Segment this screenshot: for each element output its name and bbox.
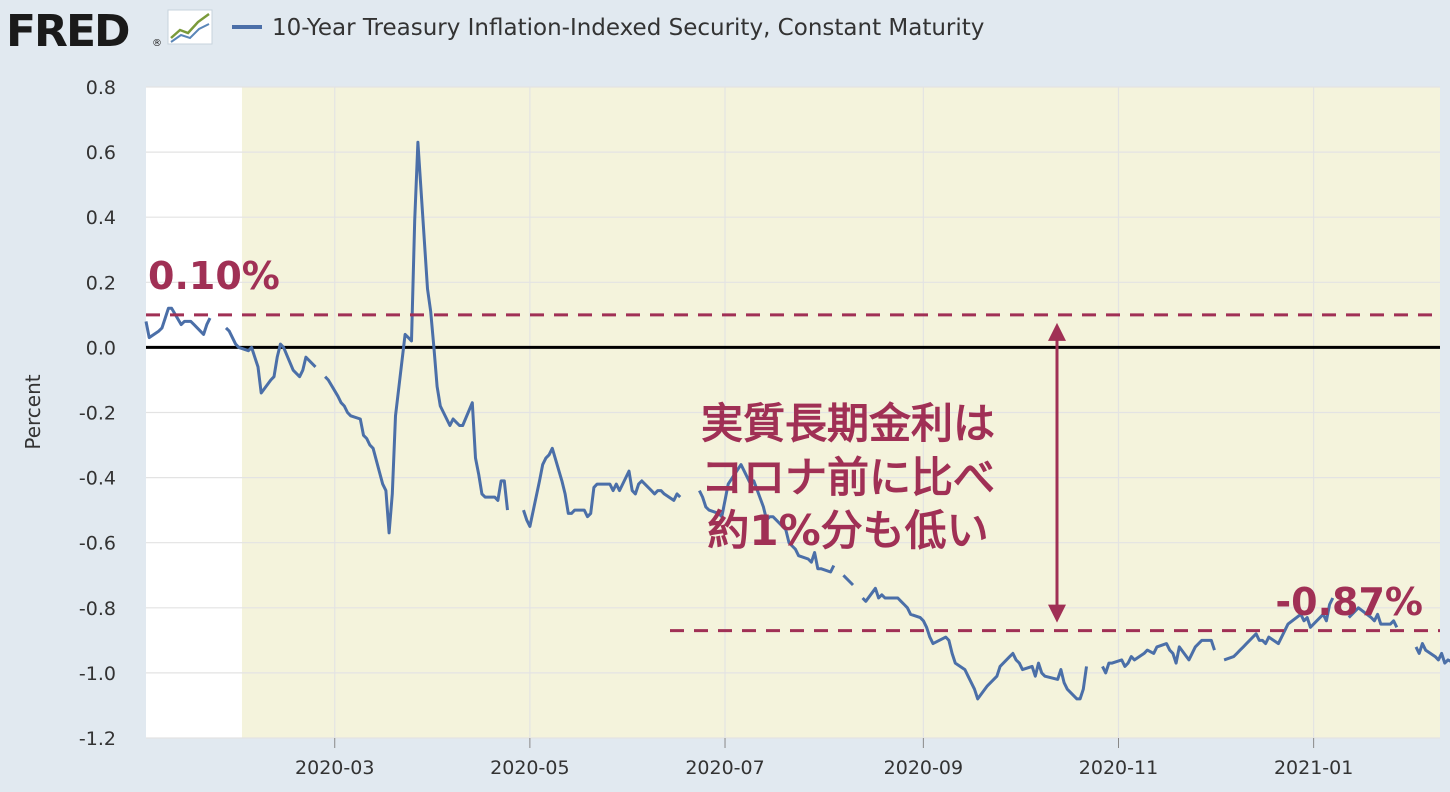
series-segment: [842, 574, 855, 587]
series-segment: [1223, 597, 1335, 662]
logo-text: FRED: [6, 6, 129, 57]
gridlines: [146, 86, 1440, 739]
lower-value-label: -0.87%: [1275, 580, 1423, 624]
y-tick-label: 0.4: [86, 207, 116, 229]
y-axis: 0.8 0.6 0.4 0.2 0.0 -0.2 -0.4 -0.6 -0.8 -1.0 -1.2: [79, 77, 116, 750]
annotation-lines: [146, 313, 1440, 633]
callout-line-1: 実質長期金利は: [701, 399, 995, 448]
x-tick-label: 2020-11: [1079, 757, 1158, 779]
line-chart-icon: [167, 9, 213, 45]
series-segment: [324, 140, 509, 535]
series-segment: [861, 586, 1088, 701]
series-segment: [698, 463, 836, 574]
y-tick-label: -0.8: [79, 598, 116, 620]
callout-line-3: 約1%分も低い: [707, 506, 988, 555]
series-segment: [144, 306, 212, 340]
y-tick-label: 0.6: [86, 142, 116, 164]
y-tick-label: 0.8: [86, 77, 116, 99]
legend[interactable]: 10-Year Treasury Inflation-Indexed Secur…: [232, 15, 984, 41]
y-tick-label: 0.2: [86, 272, 116, 294]
y-tick-label: -1.2: [79, 728, 116, 750]
x-tick-label: 2020-05: [490, 757, 569, 779]
y-tick-label: -0.6: [79, 533, 116, 555]
series-segment: [522, 446, 682, 528]
callout-text: 実質長期金利は コロナ前に比べ 約1%分も低い: [701, 399, 995, 555]
x-axis: 2020-03 2020-05 2020-07 2020-09 2020-11 2021-…: [295, 738, 1353, 779]
series-segment: [1101, 638, 1216, 675]
x-tick-label: 2021-01: [1274, 757, 1353, 779]
callout-line-2: コロナ前に比べ: [701, 453, 995, 502]
logo-registered-mark: ®: [152, 38, 162, 49]
plot-area: [144, 86, 1450, 739]
series-segment: [1414, 642, 1450, 665]
y-tick-label: -1.0: [79, 663, 116, 685]
arrow-head-down: [1048, 604, 1066, 623]
legend-label: 10-Year Treasury Inflation-Indexed Secur…: [272, 15, 984, 41]
x-tick-label: 2020-03: [295, 757, 374, 779]
series-segment: [1347, 606, 1399, 628]
x-tick-label: 2020-09: [884, 757, 963, 779]
difference-arrow: [1048, 322, 1066, 623]
y-axis-label: Percent: [21, 374, 45, 449]
y-tick-label: 0.0: [86, 337, 116, 359]
y-tick-label: -0.4: [79, 468, 116, 490]
upper-value-label: 0.10%: [148, 254, 280, 298]
y-tick-label: -0.2: [79, 403, 116, 425]
x-tick-label: 2020-07: [685, 757, 764, 779]
series-line: [144, 140, 1450, 701]
fred-logo[interactable]: FRED ®: [6, 6, 213, 57]
series-segment: [224, 326, 317, 395]
arrow-head-up: [1048, 322, 1066, 341]
